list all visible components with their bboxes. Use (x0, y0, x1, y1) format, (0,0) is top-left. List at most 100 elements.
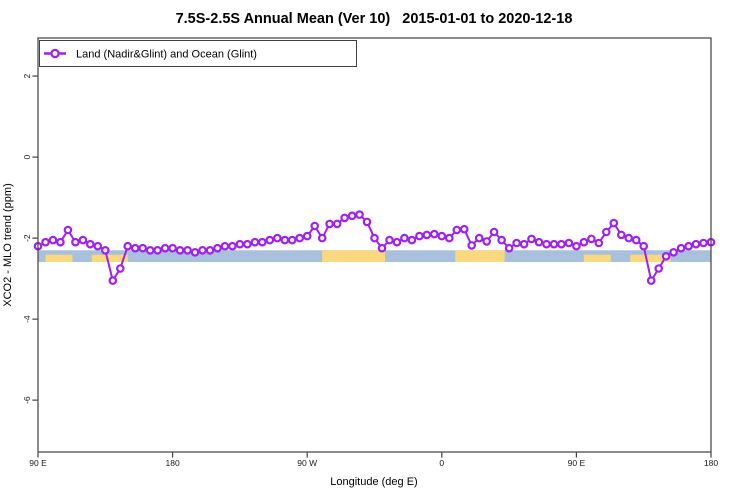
series-marker (527, 234, 536, 244)
series-marker (78, 235, 88, 245)
x-axis-title: Longitude (deg E) (330, 476, 417, 488)
series-marker (467, 241, 477, 250)
series-marker (572, 241, 581, 251)
series-marker (220, 241, 230, 251)
series-marker (691, 239, 701, 249)
series-marker (175, 246, 185, 255)
series-marker (168, 243, 177, 253)
series-marker (415, 231, 424, 241)
series-marker (609, 218, 619, 228)
series-marker (489, 227, 499, 237)
series-marker (287, 235, 297, 245)
y-tick-label: -2 (22, 234, 32, 242)
series-marker (310, 221, 320, 231)
series-marker (557, 239, 566, 249)
series-marker (669, 248, 678, 257)
series-marker (385, 235, 394, 245)
land-patch (45, 254, 73, 263)
x-tick-label: 180 (704, 458, 718, 468)
land-patch (583, 254, 611, 263)
series-marker (257, 237, 267, 247)
series-marker (542, 239, 551, 249)
series-marker (213, 243, 222, 253)
series-marker (370, 233, 379, 243)
plot-border (37, 37, 712, 453)
series-marker (145, 246, 155, 255)
series-marker (250, 237, 260, 247)
y-tick-label: -4 (22, 315, 32, 323)
x-tick-label: 90 W (297, 458, 317, 468)
series-marker (519, 239, 529, 249)
series-marker (325, 219, 334, 229)
series-marker (243, 239, 252, 249)
series-marker (444, 233, 454, 243)
land-patch (455, 250, 505, 263)
series-marker (587, 234, 596, 244)
series-marker (355, 210, 364, 219)
legend-label: Land (Nadir&Glint) and Ocean (Glint) (76, 49, 257, 61)
series-marker (41, 237, 50, 247)
series-marker (332, 219, 342, 229)
series-marker (153, 246, 162, 255)
series-marker (407, 235, 417, 245)
series-marker (108, 276, 118, 285)
series-marker (340, 213, 349, 223)
y-axis-title: XCO2 - MLO trend (ppm) (2, 183, 14, 306)
series-marker (616, 230, 626, 240)
series-marker (639, 241, 649, 251)
series-marker (579, 237, 589, 247)
series-marker (534, 237, 544, 247)
series-marker (86, 239, 95, 249)
series-marker (190, 248, 200, 257)
series-marker (482, 237, 492, 246)
series-marker (295, 233, 305, 243)
series-marker (265, 235, 275, 245)
series-marker (347, 211, 357, 221)
series-marker (646, 276, 656, 285)
series-marker (160, 243, 170, 253)
series-marker (302, 231, 312, 241)
series-marker (130, 243, 140, 253)
series-marker (624, 233, 634, 243)
x-tick-label: 90 E (29, 458, 47, 468)
series-marker (422, 230, 432, 240)
series-marker (601, 227, 611, 237)
y-tick-label: 0 (22, 154, 32, 159)
land-patch (322, 250, 385, 263)
series-marker (71, 237, 80, 247)
series-marker (594, 238, 604, 248)
series-marker (48, 235, 58, 245)
series-marker (280, 235, 290, 245)
series-marker (631, 235, 641, 245)
series-marker (676, 243, 686, 253)
series-marker (183, 246, 192, 255)
series-marker (474, 233, 484, 243)
series-marker (377, 243, 387, 253)
x-tick-label: 180 (166, 458, 180, 468)
series-marker (429, 229, 439, 239)
series-marker (400, 233, 409, 243)
series-marker (497, 235, 506, 245)
legend-box (39, 40, 357, 67)
series-marker (138, 243, 148, 253)
x-tick-label: 90 E (568, 458, 586, 468)
series-marker (564, 238, 574, 248)
axes: 90 E 180 90 W 0 90 E 180 2 0 -2 -4 -6 (22, 73, 718, 468)
series-marker (56, 237, 65, 247)
series-marker (459, 224, 469, 234)
legend-marker-sample (50, 48, 60, 59)
y-tick-label: 2 (22, 73, 32, 78)
plot-content (33, 210, 716, 285)
series-marker (235, 239, 245, 249)
series-marker (116, 264, 125, 273)
series-marker (198, 246, 207, 255)
series-marker (228, 241, 237, 251)
series-marker (63, 225, 73, 235)
series-marker (392, 237, 402, 247)
series-marker (699, 238, 708, 248)
series-marker (512, 238, 521, 248)
chart-title: 7.5S-2.5S Annual Mean (Ver 10) 2015-01-0… (176, 11, 573, 27)
series-marker (93, 241, 103, 251)
